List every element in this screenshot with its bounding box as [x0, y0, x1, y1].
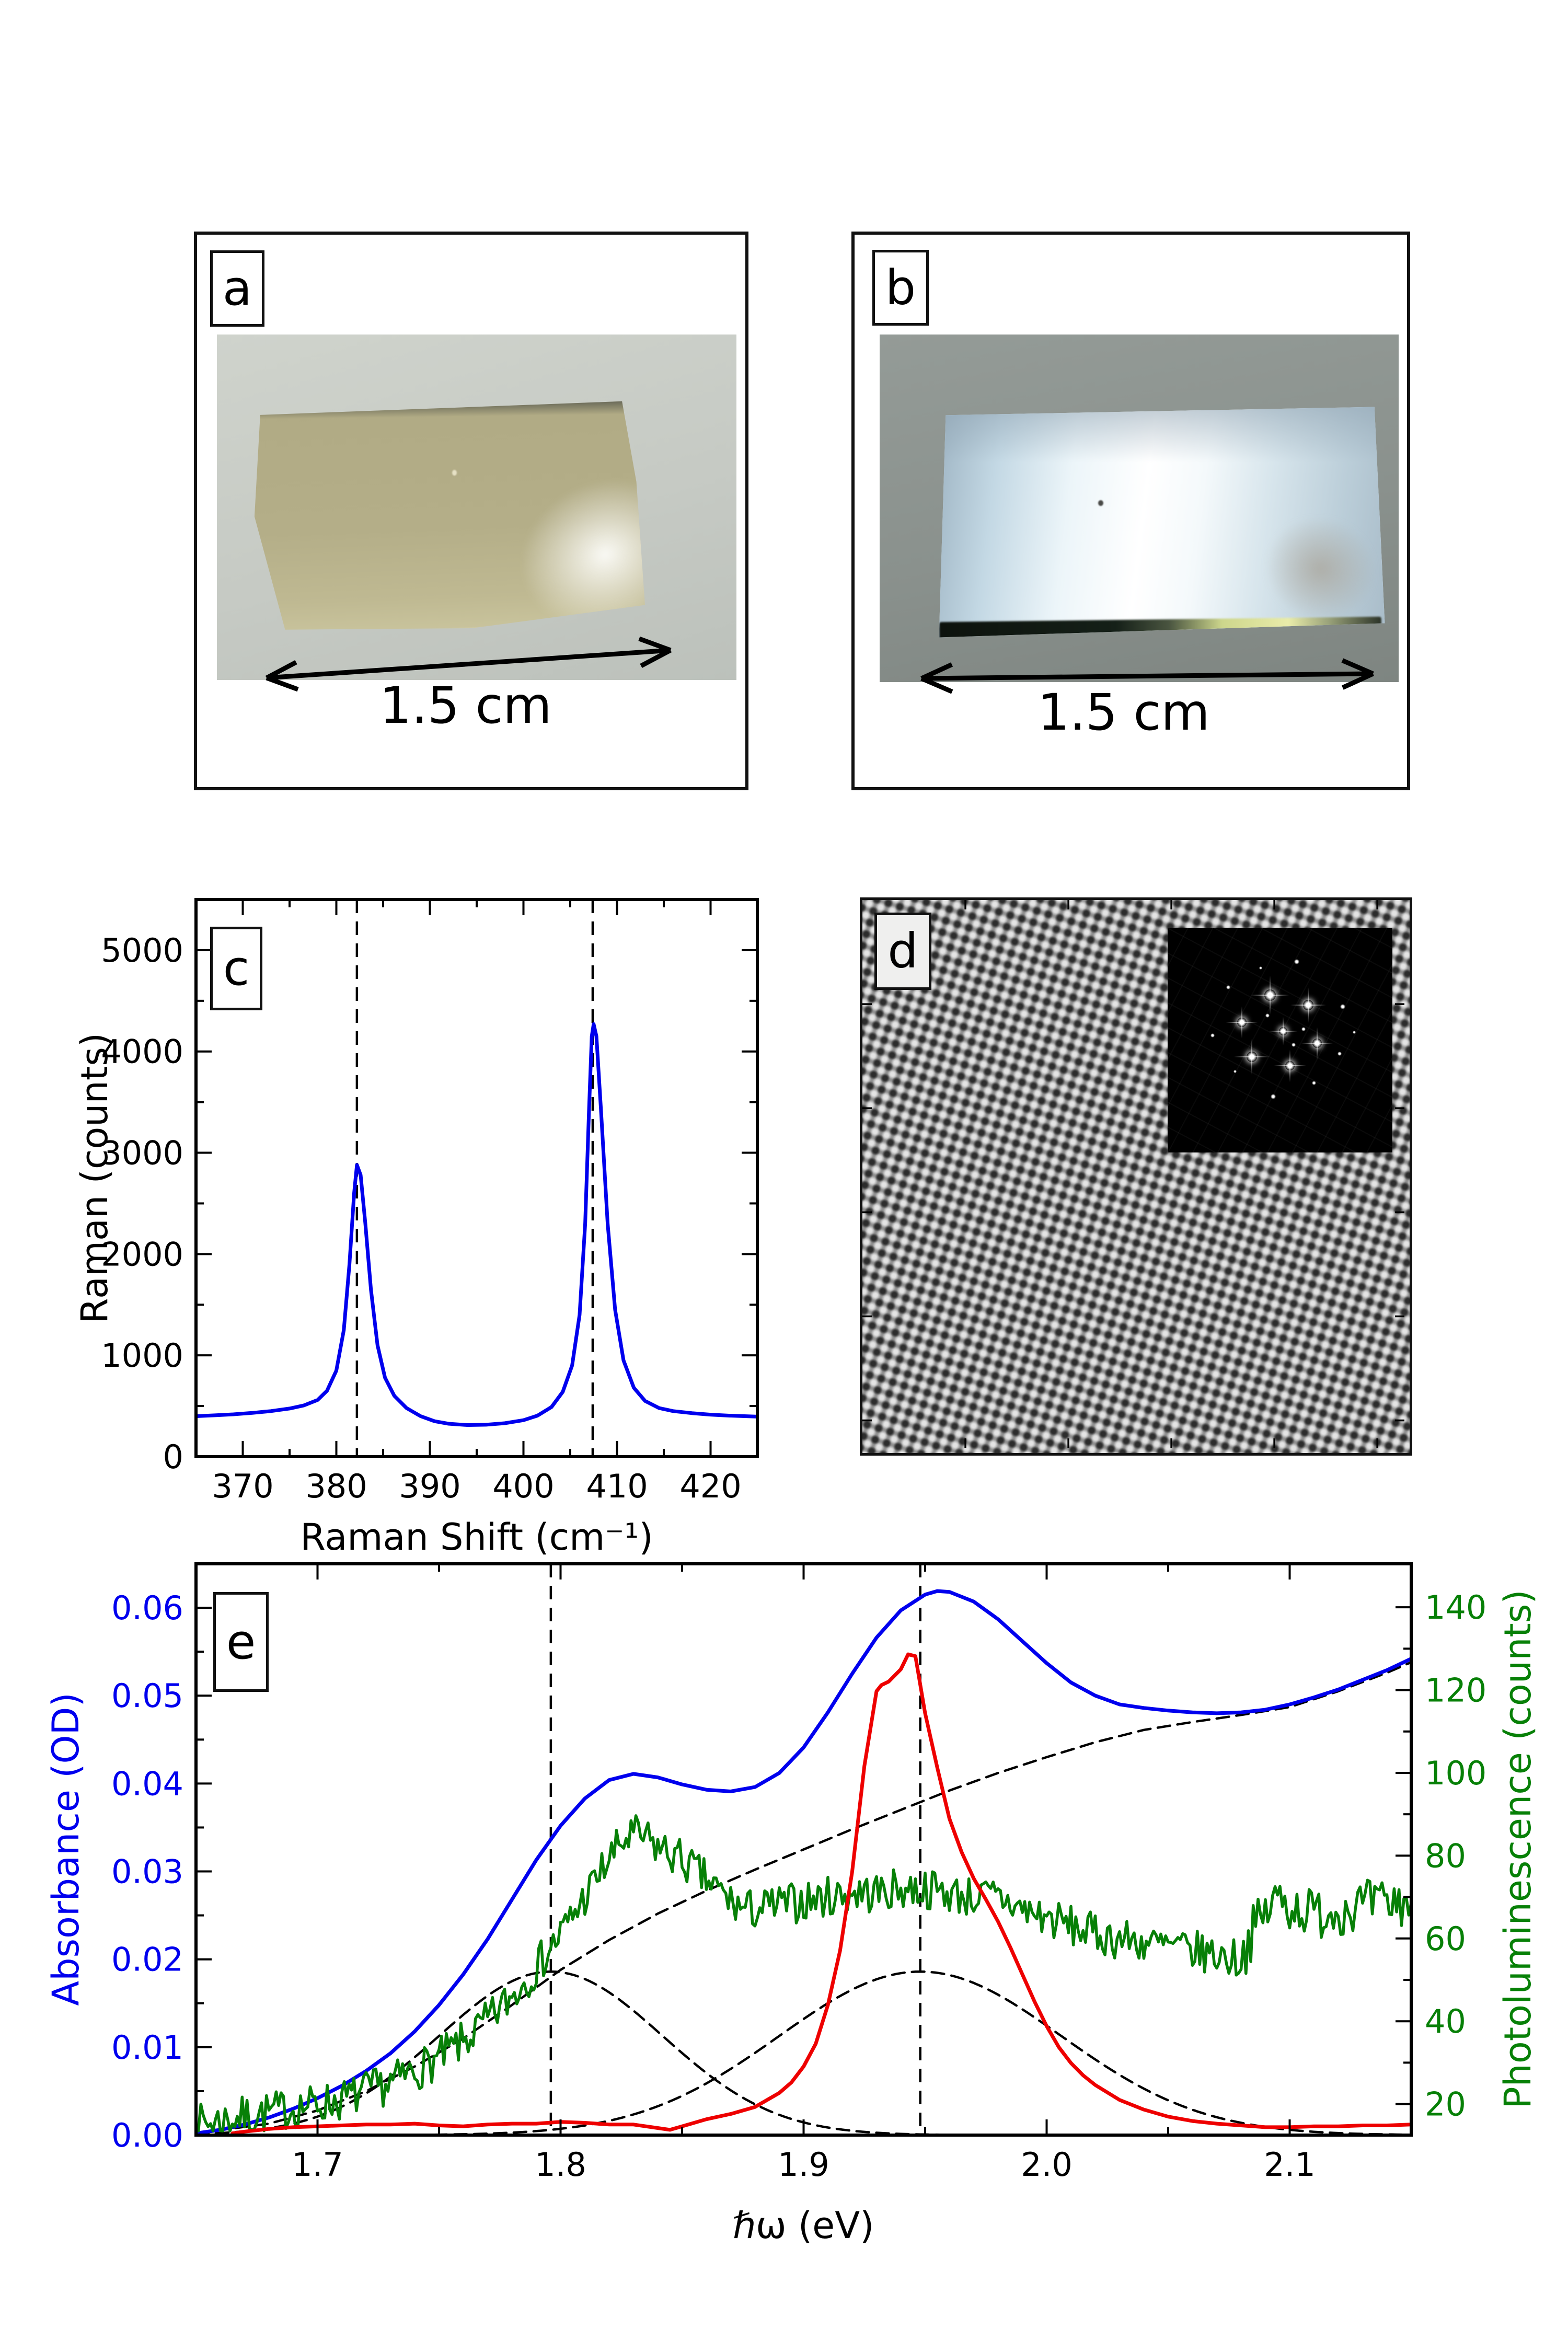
x-tick-label: 1.7 [292, 2146, 343, 2184]
panel-b-letter-text: b [885, 259, 916, 316]
series-raman-spectrum [196, 1022, 757, 1427]
y-tick-label-left: 2000 [101, 1235, 183, 1273]
scale-label-a: 1.5 cm [379, 676, 552, 735]
y-tick-label-right: 100 [1425, 1754, 1486, 1792]
spectra-chart: 1.7 1.8 1.9 2.0 2.1 0.00 0.01 0.02 0.03 0.04 0.05 0… [44, 1562, 1539, 2247]
scale-label-b: 1.5 cm [1037, 683, 1210, 742]
x-tick-label: 410 [586, 1467, 648, 1505]
fft-spot [1210, 1033, 1215, 1038]
y-tick-label-left: 0.04 [111, 1765, 183, 1803]
series-absorbance [196, 1589, 1411, 2135]
series-exciton-a-fit [196, 1970, 1411, 2135]
panel-b-photo [880, 335, 1399, 682]
fft-spot [1265, 1013, 1270, 1018]
y-tick-label-left: 0.01 [111, 2028, 183, 2067]
panel-d-letter-text: d [887, 923, 918, 979]
x-tick-label: 2.1 [1264, 2146, 1316, 2184]
y-tick-label-left: 0.06 [111, 1589, 183, 1627]
series-exciton-b-fit [196, 1970, 1411, 2135]
sample-speck [452, 470, 457, 476]
sample-top-edge [254, 401, 645, 420]
fft-bright-spot [1312, 1039, 1322, 1048]
fft-spot [1291, 1042, 1296, 1047]
y-tick-label-left: 0.02 [111, 1941, 183, 1979]
raman-chart: 370 380 390 400 410 420 0 1000 2000 3000 4000 5000 R… [73, 898, 759, 1559]
y-tick-label-left: 0.03 [111, 1853, 183, 1891]
x-tick-label: 370 [212, 1467, 273, 1505]
fft-spot [1294, 959, 1300, 964]
x-tick-label: 1.9 [778, 2146, 829, 2184]
panel-a-letter-text: a [222, 260, 252, 316]
plot-frame [194, 898, 759, 1458]
fft-bright-spot [1302, 1000, 1313, 1011]
fft-bright-spot [1264, 989, 1276, 1001]
series-photoluminescence [196, 1814, 1411, 2132]
panel-a-letter: a [210, 250, 264, 327]
y-tick-label-left: 3000 [101, 1134, 183, 1172]
y-tick-label-left: 4000 [101, 1033, 183, 1071]
fft-bright-spot [1247, 1052, 1258, 1063]
crystal-sample-photo [254, 401, 645, 630]
x-tick-label: 400 [492, 1467, 554, 1505]
y-tick-label-left: 1000 [101, 1336, 183, 1375]
y-tick-label-left: 0.05 [111, 1677, 183, 1715]
fft-spot [1271, 1093, 1276, 1099]
x-axis-label: Raman Shift (cm⁻¹) [300, 1516, 653, 1559]
panel-e-letter-text: e [226, 1613, 256, 1670]
y-tick-label-left: 5000 [101, 931, 183, 970]
film-sample-photo [939, 407, 1385, 638]
y-tick-label-right: 20 [1425, 2085, 1466, 2124]
film-dust-spot [1098, 500, 1104, 506]
sample-reflection-highlight [497, 453, 645, 630]
panel-d [860, 897, 1412, 1456]
sample-bottom-edge [290, 622, 634, 630]
x-tick-label: 420 [679, 1467, 741, 1505]
fft-spot [1340, 1004, 1346, 1009]
y-axis-label-left: Raman (counts) [73, 1033, 116, 1323]
fft-spot [1259, 966, 1263, 970]
y-tick-label-right: 80 [1425, 1837, 1466, 1875]
panel-a: 1.5 cm [194, 232, 748, 790]
x-tick-label: 2.0 [1021, 2146, 1073, 2184]
fft-bright-spot [1237, 1017, 1247, 1027]
panel-c-letter: c [210, 927, 262, 1010]
panel-e-letter: e [213, 1592, 269, 1692]
y-tick-label-right: 60 [1425, 1920, 1466, 1958]
y-axis-label-left: Absorbance (OD) [44, 1692, 87, 2006]
x-tick-label: 390 [399, 1467, 460, 1505]
fft-spot [1301, 1027, 1306, 1031]
x-tick-label: 1.8 [535, 2146, 586, 2184]
fft-spot [1311, 1080, 1316, 1085]
panel-c-letter-text: c [223, 940, 250, 996]
fft-spot [1352, 1030, 1356, 1034]
panel-b: 1.5 cm [851, 232, 1410, 790]
fft-inset [1168, 928, 1392, 1152]
panel-b-letter: b [872, 250, 929, 326]
y-tick-label-left: 0.00 [111, 2116, 183, 2154]
fft-spot [1337, 1051, 1342, 1056]
fft-bright-spot [1285, 1061, 1295, 1071]
fft-bright-spot [1279, 1027, 1288, 1035]
y-axis-label-right: Photoluminescence (counts) [1496, 1589, 1539, 2108]
panel-a-photo [217, 335, 736, 680]
y-tick-label-right: 120 [1425, 1671, 1486, 1710]
fft-spot [1233, 1070, 1237, 1074]
x-tick-label: 380 [305, 1467, 367, 1505]
y-tick-label-right: 140 [1425, 1588, 1486, 1627]
x-axis-label: ℏω (eV) [733, 2204, 874, 2247]
panel-d-letter: d [874, 913, 931, 990]
y-tick-label-left: 0 [163, 1438, 183, 1476]
y-tick-label-right: 40 [1425, 2002, 1466, 2040]
series-red-spectrum [230, 1652, 1411, 2135]
fft-spot [1226, 985, 1231, 989]
